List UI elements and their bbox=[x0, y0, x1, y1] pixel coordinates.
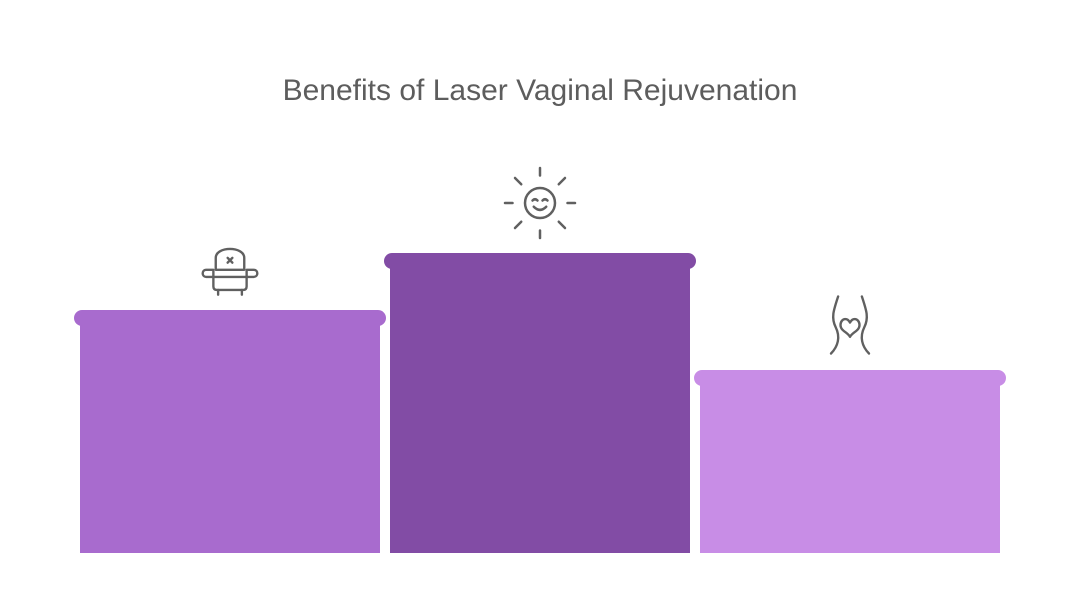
podium-right bbox=[700, 378, 1000, 553]
podium-body bbox=[700, 378, 1000, 553]
podium-cap bbox=[74, 310, 386, 326]
podium-body bbox=[390, 261, 690, 553]
podium-center bbox=[390, 261, 690, 553]
body-heart-icon bbox=[812, 287, 888, 363]
podium-chart bbox=[80, 253, 1000, 553]
podium-cap bbox=[384, 253, 696, 269]
podium-left bbox=[80, 318, 380, 553]
podium-cap bbox=[694, 370, 1006, 386]
sun-smile-icon bbox=[500, 163, 580, 243]
armchair-icon bbox=[192, 227, 268, 303]
chart-title: Benefits of Laser Vaginal Rejuvenation bbox=[0, 74, 1080, 108]
podium-body bbox=[80, 318, 380, 553]
